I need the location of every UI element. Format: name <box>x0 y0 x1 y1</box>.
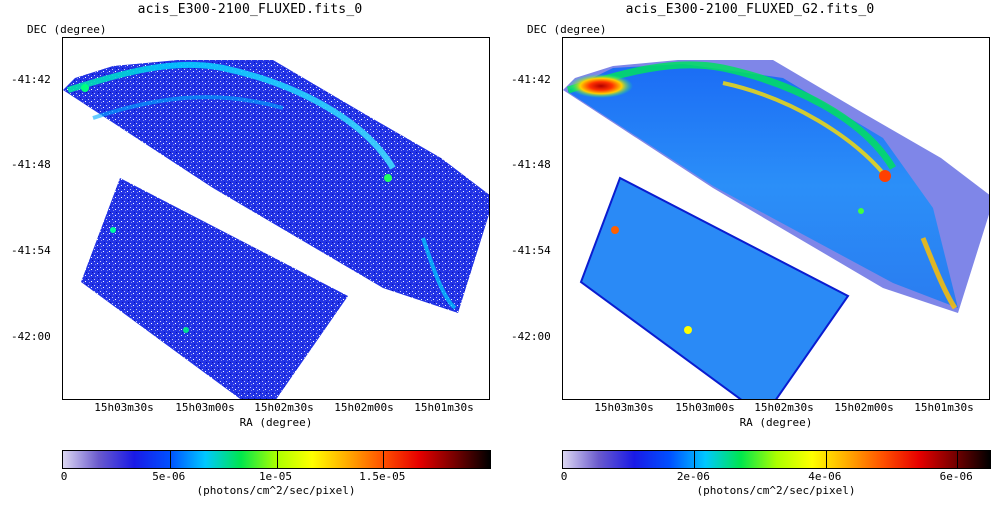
upper-field-inner <box>568 64 958 308</box>
x-tick-label: 15h02m00s <box>334 401 394 414</box>
y-tick-label: -42:00 <box>511 330 551 343</box>
y-tick-label: -41:54 <box>11 244 51 257</box>
colorbar-tick-label: 2e-06 <box>676 470 710 483</box>
x-tick-label: 15h02m00s <box>834 401 894 414</box>
lower-field-region <box>81 178 348 399</box>
colorbar-tick <box>169 451 171 468</box>
point-source <box>110 227 116 233</box>
colorbar-tick <box>694 451 696 468</box>
y-axis-label: DEC (degree) <box>527 23 607 36</box>
image-plot-area[interactable] <box>62 37 490 400</box>
colorbar-units-label: (photons/cm^2/sec/pixel) <box>196 484 356 497</box>
y-axis-label: DEC (degree) <box>27 23 107 36</box>
x-tick-label: 15h03m30s <box>94 401 154 414</box>
colorbar-tick-label: 1e-05 <box>258 470 293 483</box>
chart-panel-fluxed: acis_E300-2100_FLUXED.fits_0 DEC (degree… <box>11 2 491 497</box>
chart-title: acis_E300-2100_FLUXED_G2.fits_0 <box>625 2 875 17</box>
colorbar-tick <box>383 451 385 468</box>
chart-panel-fluxed-g2: acis_E300-2100_FLUXED_G2.fits_0 DEC (deg… <box>500 0 1000 522</box>
lower-field-region <box>579 176 850 399</box>
x-tick-label: 15h03m30s <box>594 401 654 414</box>
y-tick-label: -41:42 <box>11 73 51 86</box>
colorbar-tick <box>276 451 278 468</box>
point-source <box>684 326 692 334</box>
colorbar <box>62 450 491 469</box>
x-tick-label: 15h02m30s <box>754 401 814 414</box>
y-tick-label: -42:00 <box>11 330 51 343</box>
point-source <box>611 226 619 234</box>
colorbar-units-label: (photons/cm^2/sec/pixel) <box>696 484 856 497</box>
hotspot <box>879 170 891 182</box>
shell-rim-inner <box>92 95 284 120</box>
colorbar-tick <box>957 451 959 468</box>
image-plot-svg <box>63 60 489 399</box>
shell-rim-bright <box>722 81 885 175</box>
colorbar-tick-label: 4e-06 <box>808 470 842 483</box>
x-tick-label: 15h03m00s <box>675 401 735 414</box>
colorbar-tick-label: 5e-06 <box>152 470 186 483</box>
colorbar-tick-label: 1.5e-05 <box>359 470 406 483</box>
x-tick-label: 15h02m30s <box>254 401 314 414</box>
y-tick-label: -41:54 <box>511 244 551 257</box>
hotspot <box>569 74 633 98</box>
x-tick-label: 15h03m00s <box>175 401 235 414</box>
hotspot <box>384 174 392 182</box>
point-source <box>858 208 864 214</box>
colorbar-tick-label: 6e-06 <box>939 470 973 483</box>
eastern-limb <box>421 237 457 310</box>
x-tick-label: 15h01m30s <box>414 401 474 414</box>
x-axis-label: RA (degree) <box>239 416 313 429</box>
chart-title: acis_E300-2100_FLUXED.fits_0 <box>137 2 363 17</box>
shell-rim <box>566 61 896 170</box>
point-source <box>183 327 189 333</box>
y-tick-label: -41:48 <box>11 158 51 171</box>
y-tick-label: -41:42 <box>511 73 551 86</box>
eastern-limb <box>920 237 958 310</box>
x-axis-label: RA (degree) <box>739 416 813 429</box>
upper-field-region <box>63 60 489 313</box>
x-tick-label: 15h01m30s <box>914 401 974 414</box>
hotspot <box>81 84 89 92</box>
colorbar-tick-label: 0 <box>60 470 68 483</box>
colorbar <box>562 450 991 469</box>
y-tick-label: -41:48 <box>511 158 551 171</box>
shell-rim <box>67 61 396 170</box>
colorbar-tick <box>825 451 827 468</box>
colorbar-tick-label: 0 <box>560 470 568 483</box>
image-plot-svg <box>563 60 989 399</box>
image-plot-area[interactable] <box>562 37 990 400</box>
